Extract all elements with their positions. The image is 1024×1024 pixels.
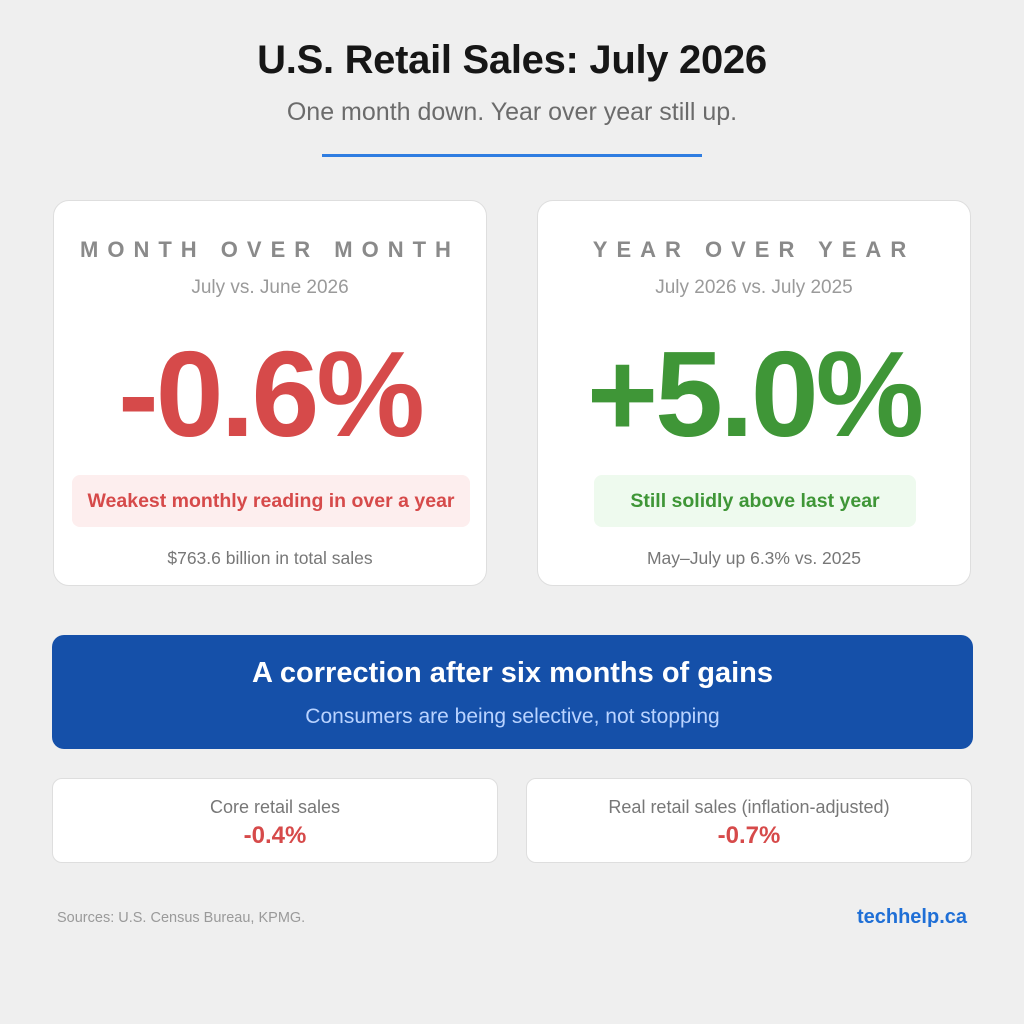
stat-label: Core retail sales — [209, 797, 341, 817]
stat-value: -0.4% — [243, 822, 307, 849]
card-value: +5.0% — [586, 326, 924, 462]
brand-logo: techhelp.ca — [856, 906, 967, 928]
summary-banner: A correction after six months of gains C… — [52, 635, 973, 749]
card-value: -0.6% — [118, 326, 425, 462]
card-footer: May–July up 6.3% vs. 2025 — [646, 548, 861, 568]
banner-title: A correction after six months of gains — [251, 657, 774, 689]
card-note-badge: Still solidly above last year — [594, 475, 916, 527]
page-title: U.S. Retail Sales: July 2026 — [257, 38, 767, 82]
stat-label: Real retail sales (inflation-adjusted) — [608, 797, 890, 817]
card-footer: $763.6 billion in total sales — [167, 548, 373, 568]
title-divider — [322, 154, 702, 157]
card-note-badge: Weakest monthly reading in over a year — [72, 475, 470, 527]
card-label: YEAR OVER YEAR — [592, 237, 916, 262]
card-period: July 2026 vs. July 2025 — [655, 277, 853, 298]
card-period: July vs. June 2026 — [191, 277, 349, 298]
real-retail-sales-stat: Real retail sales (inflation-adjusted) -… — [526, 778, 972, 863]
stat-value: -0.7% — [717, 822, 781, 849]
year-over-year-card: YEAR OVER YEAR July 2026 vs. July 2025 +… — [537, 200, 971, 586]
card-label: MONTH OVER MONTH — [80, 237, 460, 262]
core-retail-sales-stat: Core retail sales -0.4% — [52, 778, 498, 863]
banner-subtitle: Consumers are being selective, not stopp… — [305, 705, 720, 728]
sources-note: Sources: U.S. Census Bureau, KPMG. — [57, 910, 306, 926]
page-subtitle: One month down. Year over year still up. — [286, 98, 738, 126]
month-over-month-card: MONTH OVER MONTH July vs. June 2026 -0.6… — [53, 200, 487, 586]
